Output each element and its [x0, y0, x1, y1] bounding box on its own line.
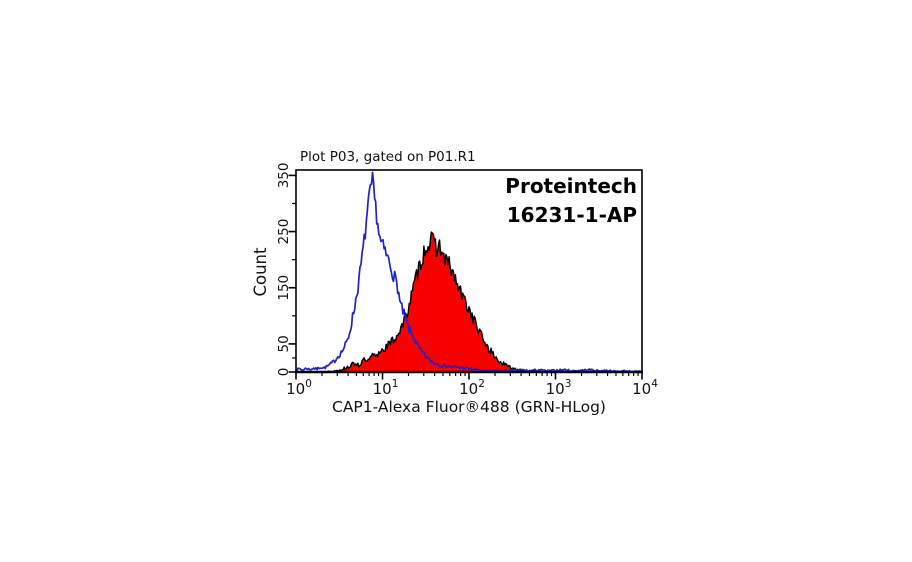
plot-title: Plot P03, gated on P01.R1	[300, 149, 476, 165]
y-tick-label: 0	[276, 368, 292, 377]
annotation-brand: Proteintech	[505, 174, 637, 198]
x-tick-label: 100	[286, 378, 312, 398]
x-axis-title: CAP1-Alexa Fluor®488 (GRN-HLog)	[332, 398, 606, 416]
x-tick-label: 103	[546, 378, 572, 398]
x-axis-ticks	[295, 372, 643, 380]
x-tick-label: 102	[459, 378, 485, 398]
red-filled-histogram	[295, 231, 643, 373]
blue-curve-path	[295, 171, 643, 373]
annotation-catalog-number: 16231-1-AP	[507, 203, 637, 227]
x-axis-tick-labels: 100 101 102 103 104	[286, 378, 658, 398]
y-tick-label: 50	[276, 335, 292, 352]
y-axis-ticks	[288, 174, 296, 373]
y-axis-title: Count	[251, 247, 270, 297]
y-tick-label: 150	[276, 275, 292, 301]
x-tick-label: 104	[632, 378, 658, 398]
blue-open-histogram	[295, 171, 643, 373]
y-tick-label: 350	[276, 163, 292, 189]
red-curve-path	[295, 231, 643, 373]
y-axis-tick-labels: 0 50 150 250 350	[276, 163, 292, 377]
x-tick-label: 101	[373, 378, 399, 398]
y-tick-label: 250	[276, 219, 292, 245]
